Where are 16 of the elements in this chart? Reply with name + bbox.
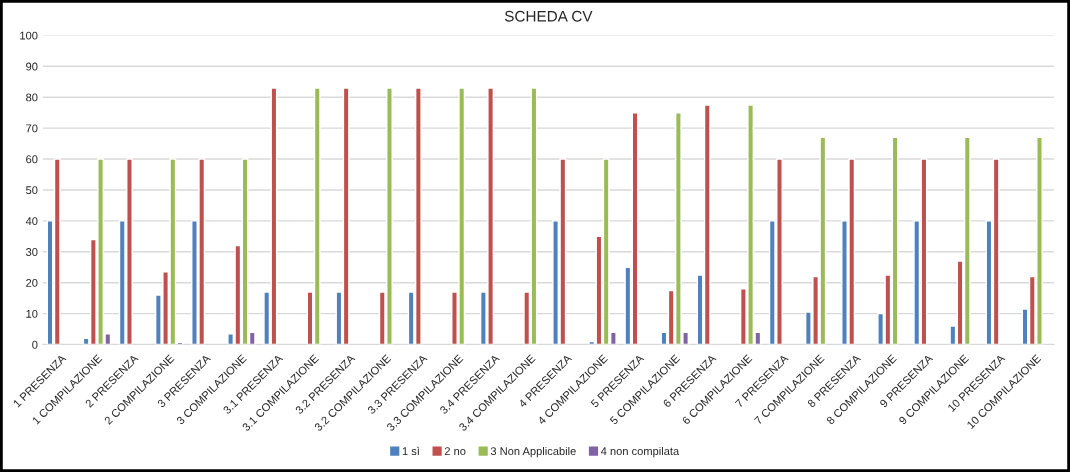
legend-label: 2 no	[444, 447, 466, 456]
legend-label: 4 non compilata	[600, 446, 680, 458]
y-tick-label: 70	[26, 124, 38, 133]
y-tick-label: 80	[26, 93, 38, 102]
chart-title: SCHEDA CV	[504, 10, 593, 22]
legend-label: 3 Non Applicabile	[490, 446, 576, 458]
legend-label: 1 sì	[402, 446, 420, 456]
y-tick-label: 100	[20, 31, 38, 40]
y-tick-label: 90	[26, 62, 38, 71]
y-tick-label: 20	[26, 279, 38, 287]
y-tick-label: 50	[26, 186, 38, 195]
y-tick-label: 10	[26, 309, 38, 318]
y-tick-label: 30	[26, 248, 38, 256]
y-tick-label: 60	[26, 155, 38, 164]
y-tick-label: 0	[32, 340, 38, 349]
y-tick-label: 40	[25, 217, 38, 226]
